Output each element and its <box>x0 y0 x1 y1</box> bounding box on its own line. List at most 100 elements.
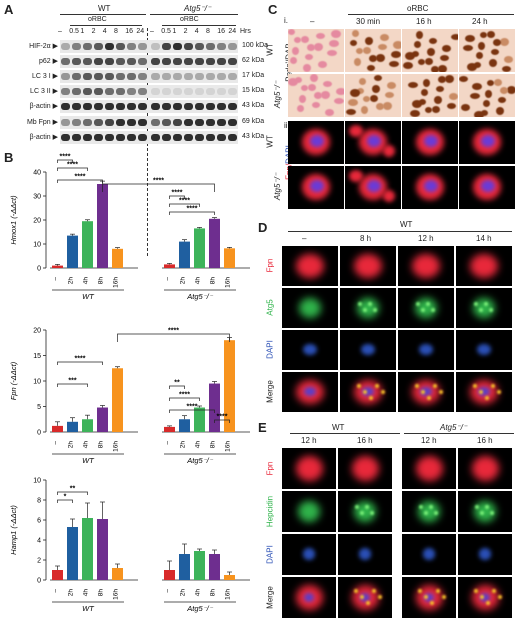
timepoint-label: 16 <box>217 28 225 35</box>
y-tick-label: 20 <box>33 328 41 335</box>
blot-band <box>94 88 103 95</box>
x-tick-label: 8h <box>98 277 105 285</box>
colocalization-puncta <box>497 390 501 394</box>
bar <box>179 419 190 432</box>
bar <box>209 554 220 580</box>
timepoint-label: 16 <box>125 28 133 35</box>
fpn-dapi-image <box>402 121 458 164</box>
blot-strip <box>60 85 238 98</box>
blot-band <box>206 103 215 110</box>
blot-band <box>173 103 182 110</box>
green-puncta <box>489 308 493 312</box>
fluorescence-image <box>282 577 336 618</box>
treatment-label-wt: oRBC <box>88 16 107 23</box>
blot-band <box>162 58 171 65</box>
bar <box>67 422 78 432</box>
blot-band <box>127 88 136 95</box>
panel-c-row-text: Atg5⁻/⁻ <box>273 80 282 107</box>
x-tick-label: 2h <box>68 441 75 449</box>
perls-dab-image <box>402 74 458 117</box>
fluorescence-image <box>456 246 512 286</box>
fpn-signal <box>352 456 379 481</box>
x-tick-label: 2h <box>68 589 75 597</box>
blot-band <box>173 43 182 50</box>
blot-band <box>94 43 103 50</box>
blot-band <box>151 103 160 110</box>
stained-cell <box>323 81 332 87</box>
row-label: Atg5 <box>262 288 278 328</box>
fluorescence-image <box>398 246 454 286</box>
dapi-signal <box>419 344 432 355</box>
stained-cell <box>451 34 458 40</box>
perls-dab-image <box>345 74 401 117</box>
perls-dab-image <box>288 74 344 117</box>
panel-e-wt-label: WT <box>332 423 344 432</box>
fluorescence-image <box>338 448 392 489</box>
row-label: DAPI <box>262 534 278 575</box>
timepoint-label: 1 <box>172 28 176 35</box>
fluorescence-image <box>340 372 396 412</box>
significance-stars: **** <box>179 392 190 399</box>
blot-label: β-actin ▶ <box>6 133 58 141</box>
stained-cell <box>431 66 439 72</box>
colocalization-puncta <box>439 390 443 394</box>
significance-bracket <box>103 184 215 192</box>
stained-cell <box>350 89 360 97</box>
stained-cell <box>331 30 341 38</box>
stained-cell <box>383 102 392 110</box>
blot-strip <box>60 131 238 144</box>
y-axis-label: Hmox1 (-ΔΔct) <box>9 195 18 245</box>
stained-cell <box>354 58 361 66</box>
stained-cell <box>447 103 456 109</box>
colocalization-puncta <box>442 595 446 599</box>
x-tick-label: – <box>165 277 172 281</box>
blot-band <box>151 134 160 141</box>
green-puncta <box>358 302 362 306</box>
blot-band <box>184 58 193 65</box>
bar <box>194 551 205 580</box>
blot-band <box>127 119 136 126</box>
blot-band <box>72 73 81 80</box>
western-blots: HIF-2α ▶ 100 kDa p62 ▶ 62 kDa LC 3 I ▶ 17 kDa… <box>0 40 270 140</box>
stained-cell <box>408 82 418 88</box>
blot-band <box>217 58 226 65</box>
group-label: Atg5⁻/⁻ <box>186 604 213 613</box>
fluorescence-image <box>458 448 512 489</box>
stained-cell <box>301 85 308 91</box>
significance-stars: **** <box>187 206 198 213</box>
stained-cell <box>370 95 378 102</box>
stained-cell <box>352 30 359 37</box>
blot-band <box>184 73 193 80</box>
x-tick-label: 8h <box>210 277 217 285</box>
blot-band <box>228 43 237 50</box>
stained-cell <box>418 59 425 65</box>
fpn-signal <box>349 170 363 182</box>
colocalization-puncta <box>378 595 382 599</box>
blot-band <box>116 119 125 126</box>
stained-cell <box>378 44 387 50</box>
blot-band <box>83 119 92 126</box>
significance-stars: **** <box>60 154 71 161</box>
dapi-signal <box>424 180 438 192</box>
x-tick-label: 16h <box>113 441 120 452</box>
blot-band <box>72 43 81 50</box>
y-tick-label: 6 <box>37 518 41 525</box>
blot-band <box>127 103 136 110</box>
atg5-group-line <box>150 14 238 15</box>
blot-band <box>138 103 147 110</box>
panel-c-column-headers: –30 min 16 h 24 h <box>288 17 518 29</box>
blot-band <box>151 73 160 80</box>
fluorescence-image <box>456 288 512 328</box>
x-tick-label: 2h <box>180 277 187 285</box>
y-tick-label: 2 <box>37 558 41 565</box>
column-header: 14 h <box>476 234 492 243</box>
blot-band <box>173 58 182 65</box>
blot-strip <box>60 70 238 83</box>
fpn-signal <box>472 456 499 481</box>
column-header: 12 h <box>418 234 434 243</box>
fpn-dapi-image <box>345 121 401 164</box>
x-tick-label: 8h <box>98 441 105 449</box>
panel-c-col-header: 24 h <box>472 17 488 26</box>
timepoint-label: – <box>150 28 154 35</box>
y-tick-label: 10 <box>33 478 41 485</box>
